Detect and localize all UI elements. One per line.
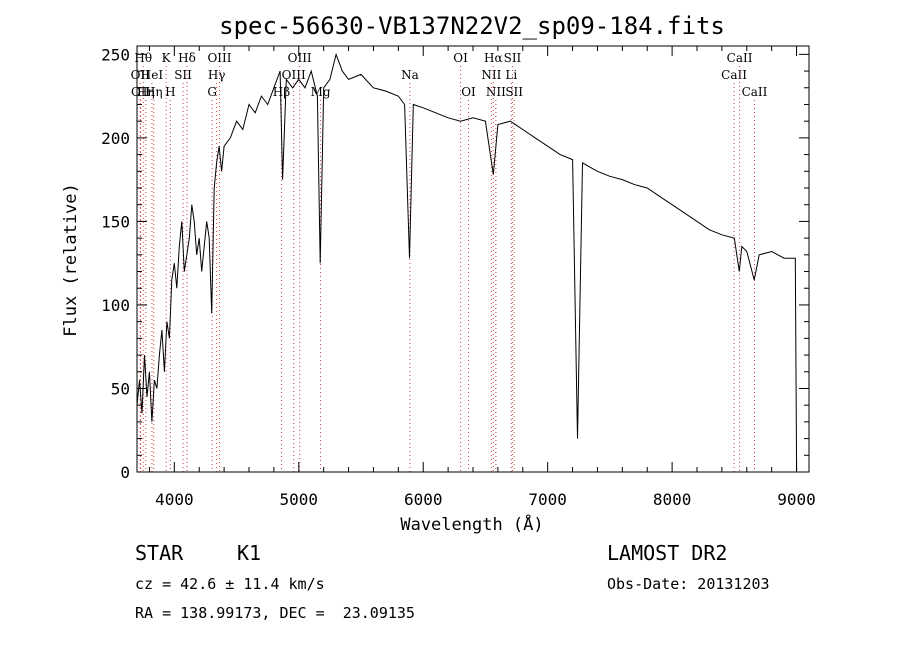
spectral-line-label: CaII bbox=[742, 85, 768, 99]
spectral-line-markers: OIIOIIHθHηHeIHηKHSIIHδGHγOIIIHβOIIIOIIIM… bbox=[131, 51, 768, 472]
spectral-line-label: K bbox=[162, 51, 172, 65]
spectral-line-label: OII bbox=[131, 85, 151, 99]
spectral-line-label: OI bbox=[461, 85, 476, 99]
chart-title: spec-56630-VB137N22V2_sp09-184.fits bbox=[219, 12, 725, 40]
spectral-line-label: SII bbox=[504, 51, 522, 65]
spectral-line-label: OIII bbox=[207, 51, 231, 65]
object-class: STAR bbox=[135, 541, 184, 565]
spectral-line-label: OIII bbox=[282, 68, 306, 82]
spectral-line-label: OIII bbox=[288, 51, 312, 65]
spectral-line-label: Hη bbox=[145, 85, 163, 99]
spectral-line-label: Hβ bbox=[273, 85, 290, 99]
spectral-line-label: NII bbox=[481, 68, 501, 82]
spectral-line-label: OII bbox=[131, 68, 151, 82]
spectral-line-label: G bbox=[207, 85, 217, 99]
observation-date: Obs-Date: 20131203 bbox=[607, 575, 770, 593]
spectral-line-label: OI bbox=[453, 51, 468, 65]
spectral-line-label: SII bbox=[505, 85, 523, 99]
y-tick-label: 250 bbox=[101, 45, 130, 64]
x-axis-label: Wavelength (Å) bbox=[400, 513, 543, 535]
y-axis-label: Flux (relative) bbox=[61, 183, 81, 337]
x-tick-label: 7000 bbox=[528, 490, 567, 509]
redshift-cz: cz = 42.6 ± 11.4 km/s bbox=[135, 575, 325, 593]
sky-coordinates: RA = 138.99173, DEC = 23.09135 bbox=[135, 604, 415, 622]
x-tick-label: 8000 bbox=[653, 490, 692, 509]
spectral-line-label: CaII bbox=[721, 68, 747, 82]
x-tick-label: 6000 bbox=[404, 490, 443, 509]
spectral-line-label: Na bbox=[401, 68, 419, 82]
spectral-line-label: HeI bbox=[141, 68, 164, 82]
y-tick-label: 0 bbox=[120, 463, 130, 482]
spectral-line-label: Hη bbox=[137, 85, 155, 99]
spectral-line-label: H bbox=[165, 85, 175, 99]
spectral-line-label: Hδ bbox=[178, 51, 196, 65]
plot-frame bbox=[136, 45, 810, 473]
spectral-line-label: CaII bbox=[727, 51, 753, 65]
spectral-line-label: Li bbox=[505, 68, 517, 82]
spectrum-line bbox=[136, 52, 798, 473]
object-subclass: K1 bbox=[237, 541, 262, 565]
x-tick-label: 9000 bbox=[777, 490, 816, 509]
x-tick-label: 5000 bbox=[280, 490, 319, 509]
y-axis: 0 50 100 150 200 250 bbox=[101, 45, 809, 482]
spectral-line-label: SII bbox=[174, 68, 192, 82]
x-axis: 4000 5000 6000 7000 8000 9000 bbox=[148, 46, 816, 509]
y-tick-label: 200 bbox=[101, 129, 130, 148]
x-tick-label: 4000 bbox=[155, 490, 194, 509]
spectral-line-label: Hα bbox=[484, 51, 503, 65]
survey-name: LAMOST DR2 bbox=[607, 541, 728, 565]
y-tick-label: 100 bbox=[101, 296, 130, 315]
spectral-line-label: NII bbox=[486, 85, 506, 99]
y-tick-label: 50 bbox=[111, 379, 130, 398]
spectral-line-label: Hγ bbox=[208, 68, 226, 82]
y-tick-label: 150 bbox=[101, 212, 130, 231]
spectral-line-label: Mg bbox=[311, 85, 331, 99]
